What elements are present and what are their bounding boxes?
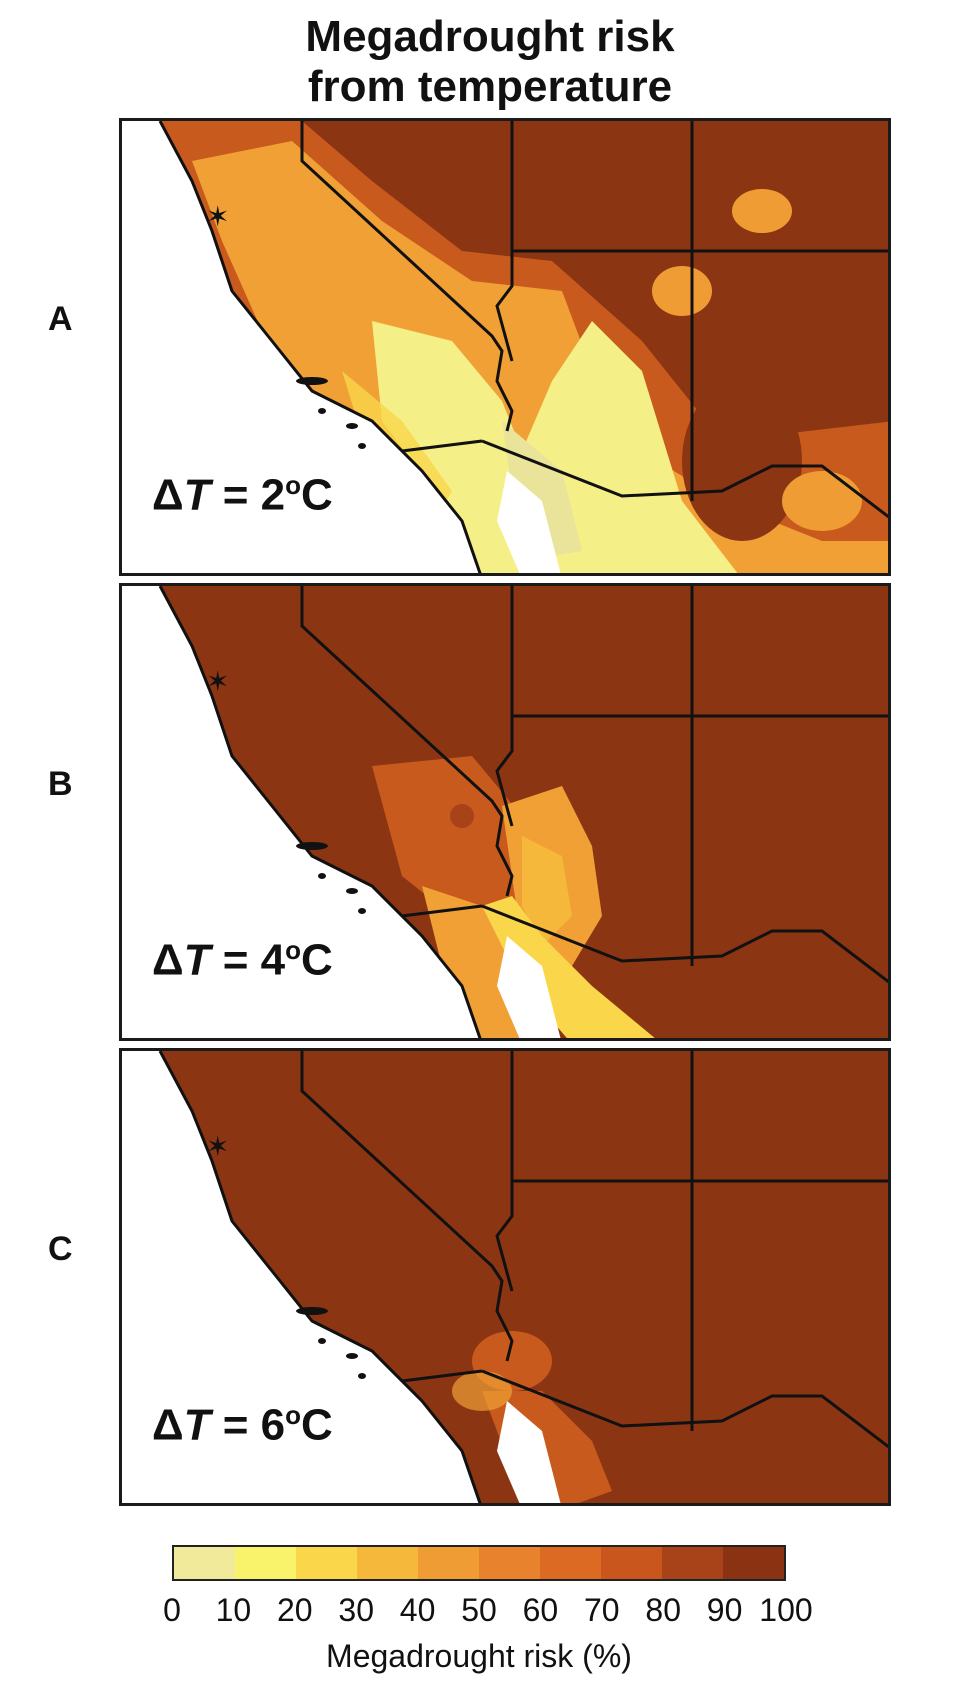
colorbar-swatch (235, 1547, 296, 1579)
title-line-2: from temperature (307, 62, 673, 111)
colorbar-tick-label: 30 (338, 1592, 374, 1628)
colorbar-tick-label: 40 (399, 1592, 436, 1628)
colorbar-tick-label: 50 (461, 1592, 497, 1628)
colorbar-swatch (296, 1547, 357, 1579)
colorbar-swatch (418, 1547, 479, 1579)
colorbar-label: Megadrought risk (%) (326, 1638, 632, 1674)
delta-t-label-b: ΔT = 4oC (152, 935, 333, 985)
colorbar-swatch (723, 1547, 784, 1579)
map-a-svg: ✶ (122, 121, 888, 573)
map-panel-b: ✶ (119, 583, 891, 1041)
delta-t-label-a: ΔT = 2oC (152, 470, 333, 520)
title-line-1: Megadrought risk (305, 12, 675, 61)
colorbar-swatch (174, 1547, 235, 1579)
location-star-b: ✶ (206, 665, 229, 698)
colorbar-tick-label: 100 (759, 1592, 813, 1628)
colorbar-tick-label: 0 (163, 1592, 181, 1628)
map-c-svg: ✶ (122, 1051, 888, 1503)
colorbar (172, 1545, 786, 1581)
colorbar-tick-label: 90 (706, 1592, 743, 1628)
colorbar-swatch (662, 1547, 723, 1579)
location-star-c: ✶ (206, 1130, 229, 1163)
colorbar-ticks: 0 10 20 30 40 50 60 70 80 90 100 (163, 1592, 813, 1632)
location-star-a: ✶ (206, 200, 229, 233)
colorbar-swatch (601, 1547, 662, 1579)
colorbar-swatch (479, 1547, 540, 1579)
figure-title: Megadrought risk from temperature (0, 12, 980, 112)
map-panel-a: ✶ (119, 118, 891, 576)
map-b-svg: ✶ (122, 586, 888, 1038)
colorbar-tick-label: 70 (584, 1592, 620, 1628)
delta-t-label-c: ΔT = 6oC (152, 1400, 333, 1450)
panel-label-a: A (48, 300, 73, 338)
colorbar-tick-label: 60 (522, 1592, 559, 1628)
panel-label-c: C (48, 1230, 73, 1268)
colorbar-tick-label: 10 (215, 1592, 252, 1628)
map-panel-c: ✶ (119, 1048, 891, 1506)
colorbar-tick-label: 20 (277, 1592, 313, 1628)
colorbar-tick-label: 80 (645, 1592, 681, 1628)
colorbar-swatch (357, 1547, 418, 1579)
panel-label-b: B (48, 765, 73, 803)
colorbar-swatch (540, 1547, 601, 1579)
